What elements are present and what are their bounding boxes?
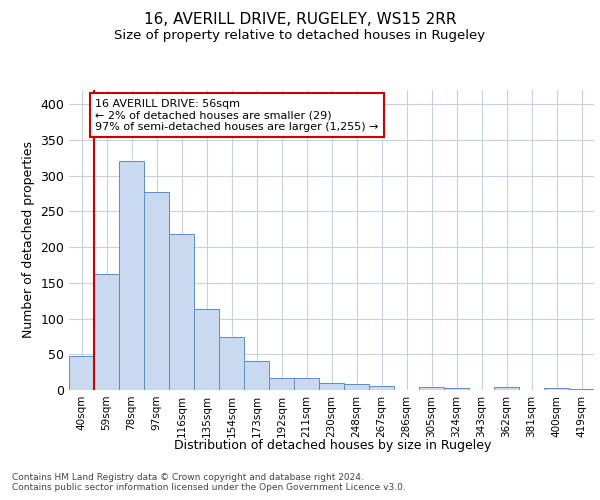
- Bar: [294, 378, 319, 390]
- Bar: [319, 383, 344, 390]
- Bar: [119, 162, 144, 390]
- Bar: [419, 387, 444, 390]
- Bar: [369, 386, 394, 390]
- Text: Distribution of detached houses by size in Rugeley: Distribution of detached houses by size …: [175, 440, 491, 452]
- Bar: [569, 388, 594, 390]
- Text: 16, AVERILL DRIVE, RUGELEY, WS15 2RR: 16, AVERILL DRIVE, RUGELEY, WS15 2RR: [144, 12, 456, 28]
- Bar: [344, 384, 369, 390]
- Bar: [544, 388, 569, 390]
- Y-axis label: Number of detached properties: Number of detached properties: [22, 142, 35, 338]
- Bar: [94, 274, 119, 390]
- Text: 16 AVERILL DRIVE: 56sqm
← 2% of detached houses are smaller (29)
97% of semi-det: 16 AVERILL DRIVE: 56sqm ← 2% of detached…: [95, 98, 379, 132]
- Bar: [494, 387, 519, 390]
- Bar: [444, 388, 469, 390]
- Bar: [69, 356, 94, 390]
- Bar: [219, 337, 244, 390]
- Text: Contains HM Land Registry data © Crown copyright and database right 2024.
Contai: Contains HM Land Registry data © Crown c…: [12, 472, 406, 492]
- Bar: [194, 310, 219, 390]
- Text: Size of property relative to detached houses in Rugeley: Size of property relative to detached ho…: [115, 29, 485, 42]
- Bar: [144, 192, 169, 390]
- Bar: [244, 362, 269, 390]
- Bar: [269, 378, 294, 390]
- Bar: [169, 234, 194, 390]
